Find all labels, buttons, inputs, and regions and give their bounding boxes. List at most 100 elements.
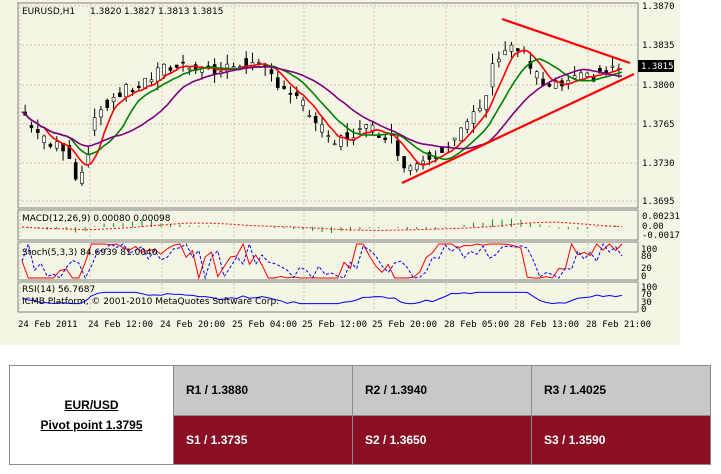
candle-body bbox=[149, 79, 154, 83]
candle-body bbox=[105, 99, 110, 108]
candle-body bbox=[395, 140, 400, 156]
ma-fast-line bbox=[21, 49, 623, 166]
candle-body bbox=[282, 86, 286, 89]
current-price-tag bbox=[638, 60, 674, 72]
rsi-tick: 70 bbox=[641, 290, 652, 300]
stoch-label: Stoch(5,3,3) 84.6939 81.0040 bbox=[22, 248, 158, 258]
macd-signal-line bbox=[21, 221, 623, 231]
candle-body bbox=[124, 84, 129, 98]
macd-panel-frame bbox=[17, 209, 639, 241]
candle-body bbox=[118, 92, 122, 97]
candle-body bbox=[440, 147, 444, 153]
copyright-label: ICMB Platform, © 2001-2010 MetaQuotes So… bbox=[22, 297, 279, 307]
r3-cell: R3 / 1.4025 bbox=[531, 365, 711, 416]
stoch-tick: 20 bbox=[641, 264, 652, 274]
pivot-row-support: S1 / 1.3735 S2 / 1.3650 S3 / 1.3590 bbox=[10, 414, 711, 465]
candle-body bbox=[111, 96, 116, 103]
price-tick: 1.3800 bbox=[642, 81, 675, 91]
indicators bbox=[21, 218, 623, 305]
time-tick: 25 Feb 20:00 bbox=[372, 320, 437, 330]
macd-label: MACD(12,26,9) 0.00080 0.00098 bbox=[22, 214, 171, 224]
time-tick: 28 Feb 05:00 bbox=[444, 320, 509, 330]
time-tick: 24 Feb 20:00 bbox=[160, 320, 225, 330]
candle-body bbox=[137, 85, 141, 88]
price-tick: 1.3870 bbox=[642, 2, 675, 12]
candle-body bbox=[459, 127, 463, 142]
stoch-tick: 0 bbox=[641, 272, 646, 282]
time-tick: 24 Feb 2011 bbox=[18, 320, 78, 330]
candle-body bbox=[174, 64, 179, 68]
s2-cell: S2 / 1.3650 bbox=[352, 414, 532, 465]
macd-tick: -0.0017 bbox=[642, 231, 680, 241]
candle-body bbox=[320, 124, 324, 133]
chart-header-symbol: EURUSD,H1 bbox=[22, 7, 75, 17]
r2-cell: R2 / 1.3940 bbox=[352, 365, 532, 416]
candle-body bbox=[155, 67, 160, 82]
candle-body bbox=[130, 89, 135, 93]
chart-header-close: 1.3815 bbox=[192, 7, 224, 17]
candle-body bbox=[301, 99, 305, 106]
pair-name: EUR/USD bbox=[64, 398, 119, 412]
candle-body bbox=[364, 124, 369, 129]
stoch-tick: 80 bbox=[641, 252, 652, 262]
candle-body bbox=[465, 121, 470, 130]
candle-body bbox=[42, 135, 46, 143]
candle-body bbox=[92, 117, 97, 131]
rsi-tick: 30 bbox=[641, 298, 652, 308]
candle-body bbox=[490, 63, 495, 88]
candle-body bbox=[29, 125, 34, 129]
time-tick: 25 Feb 12:00 bbox=[302, 320, 367, 330]
pivot-point-label: Pivot point 1.3795 bbox=[40, 418, 143, 432]
candle-body bbox=[275, 77, 280, 88]
support-trendline bbox=[401, 73, 635, 184]
candle-body bbox=[181, 61, 185, 64]
candle-body bbox=[307, 115, 312, 117]
candle-body bbox=[86, 153, 91, 165]
pivot-pair-cell: EUR/USD Pivot point 1.3795 bbox=[9, 365, 174, 465]
candle-body bbox=[585, 72, 590, 77]
ma-slow-line bbox=[21, 65, 623, 150]
rsi-panel-frame bbox=[17, 281, 639, 313]
candle-body bbox=[358, 128, 362, 131]
chart-header-low: 1.3813 bbox=[158, 7, 190, 17]
price-tick: 1.3765 bbox=[642, 120, 675, 130]
macd-tick: 0.00 bbox=[642, 222, 664, 232]
time-tick: 25 Feb 04:00 bbox=[232, 320, 297, 330]
candle-body bbox=[187, 67, 192, 70]
pivot-row-resistance: EUR/USD Pivot point 1.3795 R1 / 1.3880 R… bbox=[9, 365, 711, 465]
candle-body bbox=[414, 163, 419, 170]
chart-header-high: 1.3827 bbox=[124, 7, 156, 17]
candle-body bbox=[67, 145, 72, 159]
time-tick: 28 Feb 13:00 bbox=[514, 320, 579, 330]
candle-body bbox=[421, 160, 425, 165]
rsi-tick: 100 bbox=[641, 283, 657, 293]
moving-averages bbox=[21, 49, 623, 166]
grid bbox=[18, 3, 638, 312]
time-tick: 24 Feb 12:00 bbox=[88, 320, 153, 330]
candle-body bbox=[313, 115, 318, 124]
price-tick: 1.3835 bbox=[642, 41, 675, 51]
macd-tick: 0.00231 bbox=[642, 212, 680, 222]
candle-body bbox=[408, 165, 413, 171]
price-tick: 1.3695 bbox=[642, 197, 675, 207]
candle-body bbox=[294, 92, 299, 96]
candle-body bbox=[48, 143, 53, 147]
rsi-label: RSI(14) 56.7687 bbox=[22, 285, 95, 295]
s1-cell: S1 / 1.3735 bbox=[173, 414, 353, 465]
r1-cell: R1 / 1.3880 bbox=[173, 365, 353, 416]
candle-body bbox=[497, 58, 501, 63]
stoch-tick: 100 bbox=[641, 245, 657, 255]
trendlines bbox=[401, 17, 635, 184]
candle-body bbox=[54, 141, 59, 149]
candle-body bbox=[73, 162, 78, 180]
candle-body bbox=[269, 69, 274, 75]
rsi-tick: 0 bbox=[641, 305, 646, 315]
candle-body bbox=[80, 172, 84, 184]
candle-body bbox=[503, 50, 507, 56]
candle-body bbox=[572, 75, 577, 79]
candle-body bbox=[452, 137, 457, 141]
candle-body bbox=[471, 111, 476, 124]
price-chart[interactable]: 1.3815 EURUSD,H1 1.3820 1.3827 1.3813 1.… bbox=[0, 0, 680, 345]
candle-body bbox=[509, 44, 514, 52]
candle-body bbox=[534, 71, 539, 79]
